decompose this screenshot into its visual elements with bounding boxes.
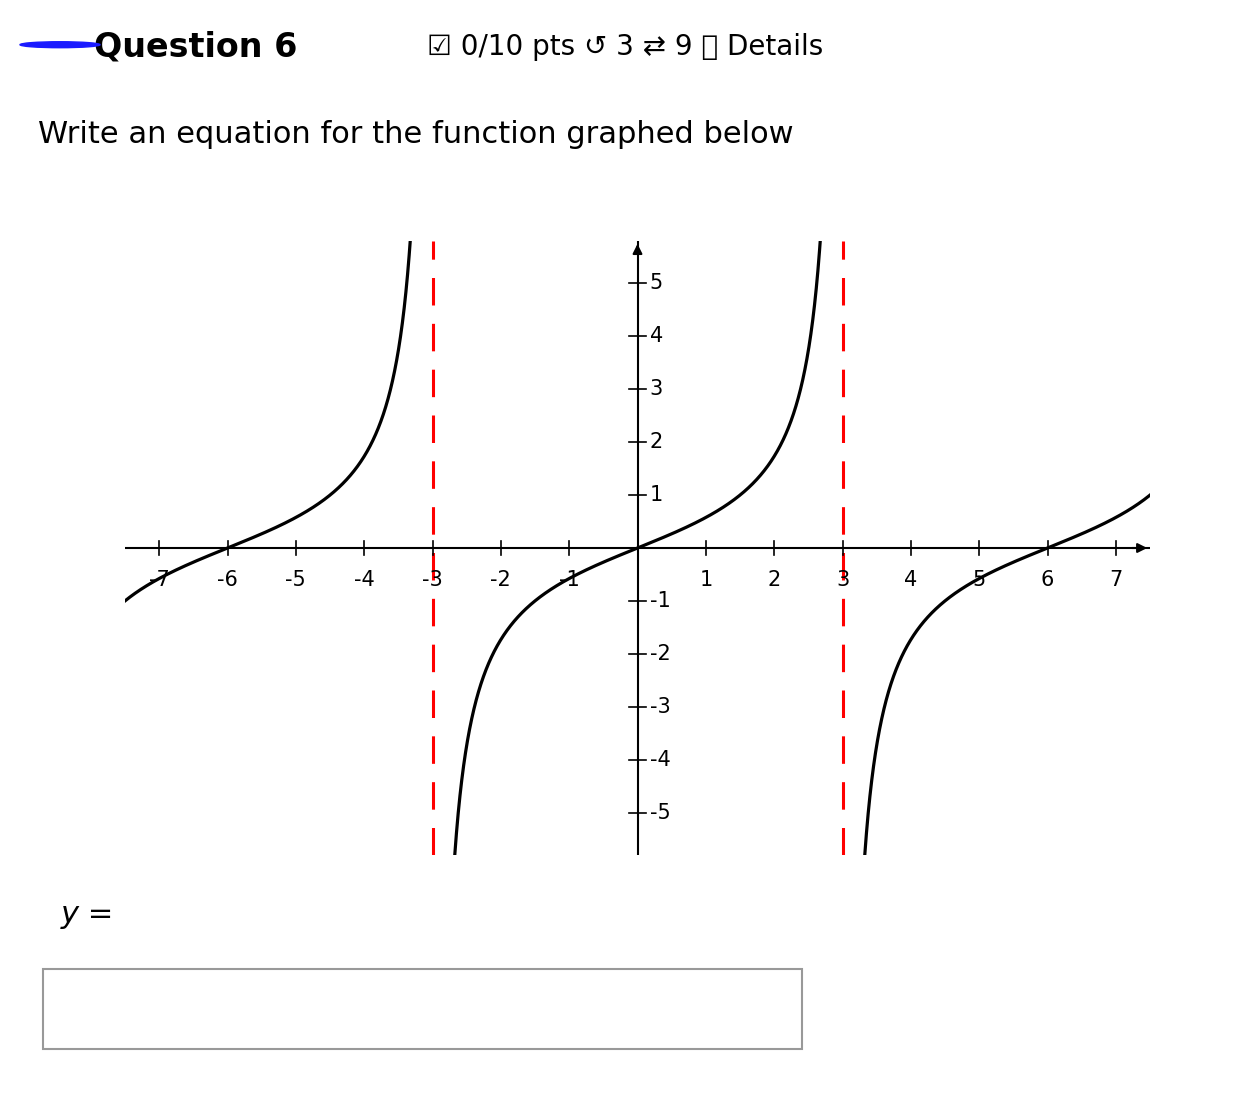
Text: 1: 1 xyxy=(699,570,712,591)
Text: -1: -1 xyxy=(559,570,580,591)
Text: -6: -6 xyxy=(217,570,238,591)
Text: -3: -3 xyxy=(650,697,670,717)
Text: -7: -7 xyxy=(149,570,170,591)
Text: -1: -1 xyxy=(650,591,670,610)
Text: 1: 1 xyxy=(650,486,662,505)
Text: 7: 7 xyxy=(1109,570,1122,591)
Text: Question 6: Question 6 xyxy=(94,30,298,64)
Text: 5: 5 xyxy=(972,570,986,591)
Text: 4: 4 xyxy=(904,570,918,591)
Text: Write an equation for the function graphed below: Write an equation for the function graph… xyxy=(38,119,794,149)
Text: ☑ 0/10 pts ↺ 3 ⇄ 9 ⓘ Details: ☑ 0/10 pts ↺ 3 ⇄ 9 ⓘ Details xyxy=(428,33,824,60)
Text: -4: -4 xyxy=(354,570,375,591)
Text: -2: -2 xyxy=(650,643,670,664)
Text: 5: 5 xyxy=(650,273,662,294)
Circle shape xyxy=(20,42,100,48)
Text: 2: 2 xyxy=(650,432,662,453)
Text: -2: -2 xyxy=(490,570,511,591)
Text: -5: -5 xyxy=(285,570,306,591)
FancyBboxPatch shape xyxy=(44,969,802,1049)
Text: 3: 3 xyxy=(650,379,662,399)
Text: -4: -4 xyxy=(650,750,670,769)
Text: -3: -3 xyxy=(422,570,442,591)
Text: 6: 6 xyxy=(1041,570,1054,591)
Text: 4: 4 xyxy=(650,327,662,346)
Text: -5: -5 xyxy=(650,802,670,823)
Text: 2: 2 xyxy=(768,570,781,591)
Text: 3: 3 xyxy=(836,570,849,591)
Text: y =: y = xyxy=(60,900,114,928)
